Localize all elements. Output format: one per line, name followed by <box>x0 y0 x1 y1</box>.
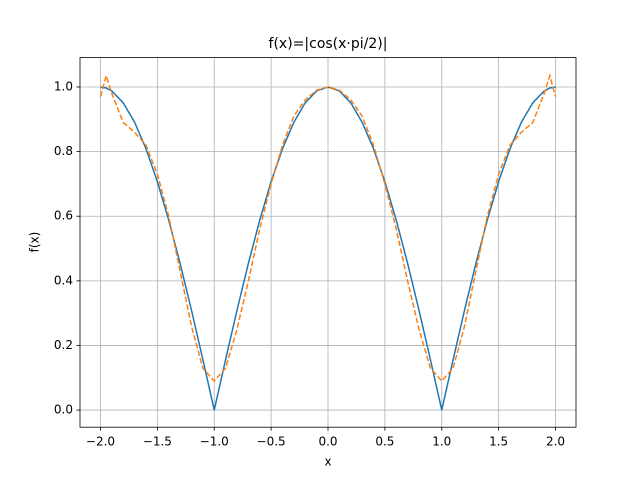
y-tick-label: 0.6 <box>54 209 73 223</box>
x-tick-label: −1.0 <box>200 435 229 449</box>
x-tick-label: 0.0 <box>318 435 337 449</box>
y-tick-label: 0.2 <box>54 338 73 352</box>
x-tick-label: 1.0 <box>432 435 451 449</box>
y-tick-label: 0.0 <box>54 403 73 417</box>
x-tick-label: −2.0 <box>86 435 115 449</box>
chart-title: f(x)=|cos(x·pi/2)| <box>269 36 388 52</box>
y-tick-label: 0.8 <box>54 144 73 158</box>
y-tick-label: 1.0 <box>54 80 73 94</box>
x-tick-label: −1.5 <box>143 435 172 449</box>
x-tick-label: 1.5 <box>489 435 508 449</box>
line-series <box>99 73 557 383</box>
x-tick-label: −0.5 <box>257 435 286 449</box>
x-tick-label: 2.0 <box>546 435 565 449</box>
plot-frame <box>79 57 577 428</box>
y-tick-label: 0.4 <box>54 273 73 287</box>
x-axis-label: x <box>324 455 331 469</box>
x-tick-label: 0.5 <box>375 435 394 449</box>
y-axis-label: f(x) <box>28 232 42 253</box>
